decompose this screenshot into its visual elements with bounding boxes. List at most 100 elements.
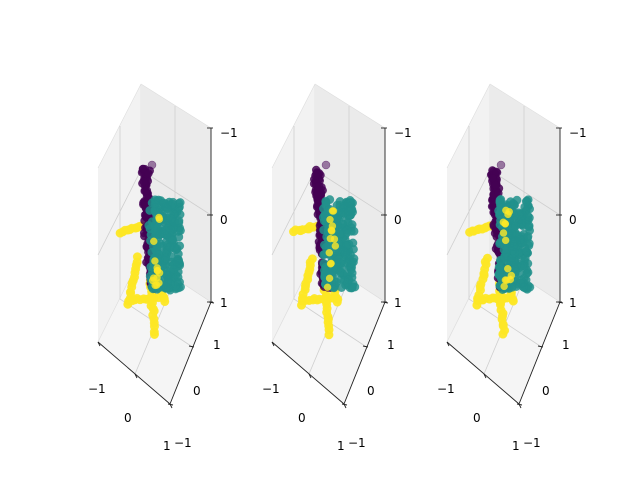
data-point [494,270,504,279]
z-tick-label: 0 [569,213,577,227]
data-point [174,218,184,228]
data-point [340,248,350,258]
data-point [149,276,157,285]
z-tick-label: −1 [220,126,238,140]
data-point [321,160,331,170]
data-point [521,197,531,206]
data-point [142,186,152,195]
y-tick-label: 0 [542,384,550,398]
y-tick [362,345,369,348]
grid-line [293,126,366,347]
data-point [499,229,508,237]
x-tick-label: −1 [437,382,455,396]
data-point [496,255,505,265]
data-point [139,177,148,186]
data-point [517,238,527,248]
data-point [325,249,333,257]
y-axis-line [518,301,561,405]
data-point [168,234,177,244]
data-point [326,234,335,243]
data-point [153,267,162,275]
y-tick-label: 1 [387,338,395,352]
data-point [329,207,338,215]
data-point [321,197,331,207]
data-point [320,268,330,278]
data-point [319,259,329,268]
subplot-3: −101−101−101 [437,83,587,453]
data-point [504,265,512,273]
data-point [517,261,527,271]
x-tick-label: 1 [512,439,520,453]
y-axis-line [343,301,386,405]
y-tick-label: −1 [174,436,192,450]
data-point [338,219,348,229]
grid-line [468,126,541,347]
z-tick-label: −1 [569,126,587,140]
data-point [496,195,506,204]
z-tick-label: 0 [220,213,228,227]
y-tick-label: 0 [367,384,375,398]
data-point [501,220,509,228]
subplot-2: −101−101−101 [262,83,412,453]
data-point [162,271,172,281]
z-tick-label: 1 [569,296,577,310]
data-point [313,191,322,200]
x-tick [169,403,173,409]
y-tick [537,345,544,348]
z-tick-label: 1 [220,296,228,310]
data-point [155,215,164,223]
y-tick-label: −1 [348,436,366,450]
data-point [151,223,160,233]
data-point [345,196,355,205]
x-tick-label: −1 [88,382,106,396]
x-axis-line [446,341,520,405]
data-point [335,258,345,268]
x-tick [271,341,275,347]
data-point [176,226,185,235]
data-point [324,330,334,340]
data-point [311,171,320,180]
data-point [509,242,518,251]
z-tick-label: −1 [394,126,412,140]
data-point [175,198,185,207]
data-point [503,276,511,284]
data-point [323,283,332,291]
data-point [500,282,508,291]
data-point [343,278,352,288]
data-point [525,282,535,292]
data-point [326,215,334,224]
x-tick [97,341,101,347]
data-point [327,226,335,234]
data-point [508,296,518,306]
data-point [151,257,159,265]
data-point [342,225,352,235]
y-tick-label: 0 [193,384,201,398]
y-tick [382,301,389,304]
data-point [169,243,179,253]
x-tick-label: 1 [337,439,345,453]
data-point [166,214,176,224]
y-tick-label: 1 [562,338,570,352]
data-point [155,279,163,287]
data-point [150,207,160,216]
data-point [507,229,517,239]
data-point [161,253,170,263]
data-point [347,259,357,268]
x-axis-line [97,341,171,405]
data-point [524,221,534,231]
x-tick [483,373,487,379]
data-point [511,221,520,231]
data-point [515,269,525,278]
y-tick [557,301,564,304]
data-point [506,197,515,207]
data-point [501,236,510,245]
x-tick-label: −1 [262,382,280,396]
x-tick-label: 0 [473,411,481,425]
data-point [504,210,512,219]
data-point [517,214,527,224]
data-point [172,257,182,266]
data-point [498,329,508,339]
data-point [334,229,344,239]
data-point [150,237,158,245]
x-tick [134,373,138,379]
